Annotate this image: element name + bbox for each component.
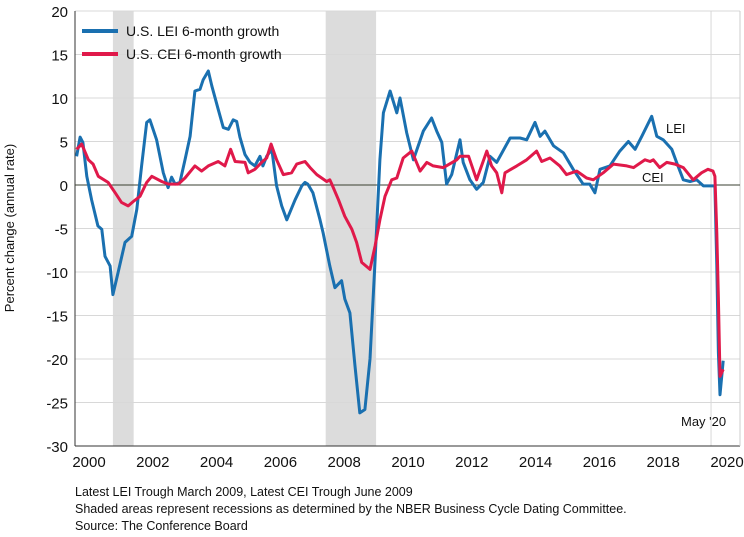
series-lines [75, 69, 725, 415]
x-tick-label: 2002 [136, 454, 169, 471]
y-tick-label: 5 [60, 135, 68, 152]
x-tick-label: 2020 [710, 454, 743, 471]
annotation-lei: LEI [666, 121, 686, 136]
x-tick-label: 2004 [200, 454, 233, 471]
y-tick-label: -30 [46, 439, 68, 456]
x-tick-label: 2014 [519, 454, 552, 471]
x-tick-label: 2006 [264, 454, 297, 471]
x-tick-label: 2000 [72, 454, 105, 471]
x-tick-label: 2018 [647, 454, 680, 471]
y-tick-label: 10 [51, 91, 68, 108]
annotation-end: May '20 [681, 414, 726, 429]
y-tick-label: 15 [51, 48, 68, 65]
legend-label-cei: U.S. CEI 6-month growth [126, 46, 282, 62]
y-tick-label: 20 [51, 4, 68, 21]
footnotes: Latest LEI Trough March 2009, Latest CEI… [75, 484, 627, 535]
y-tick-label: -20 [46, 352, 68, 369]
footnote-source: Source: The Conference Board [75, 519, 248, 533]
x-axis-ticks: 2000 2002 2004 2006 2008 2010 2012 2014 2016 2018… [72, 454, 743, 471]
x-tick-label: 2008 [328, 454, 361, 471]
x-tick-label: 2012 [455, 454, 488, 471]
y-tick-label: -5 [55, 222, 68, 239]
legend: U.S. LEI 6-month growth U.S. CEI 6-month… [82, 23, 282, 62]
y-tick-label: -15 [46, 309, 68, 326]
series-line-lei [75, 69, 725, 415]
legend-label-lei: U.S. LEI 6-month growth [126, 23, 279, 39]
footnote-recessions: Shaded areas represent recessions as det… [75, 502, 627, 516]
x-tick-label: 2016 [583, 454, 616, 471]
y-tick-label: 0 [60, 178, 68, 195]
series-line-cei [75, 142, 725, 378]
y-axis-ticks: 20 15 10 5 0 -5 -10 -15 -20 -25 -30 [46, 4, 68, 456]
annotation-cei: CEI [642, 170, 664, 185]
y-tick-label: -25 [46, 396, 68, 413]
footnote-trough: Latest LEI Trough March 2009, Latest CEI… [75, 485, 413, 499]
x-tick-label: 2010 [391, 454, 424, 471]
y-tick-label: -10 [46, 265, 68, 282]
y-axis-label: Percent change (annual rate) [2, 144, 17, 312]
gridlines [74, 10, 741, 447]
